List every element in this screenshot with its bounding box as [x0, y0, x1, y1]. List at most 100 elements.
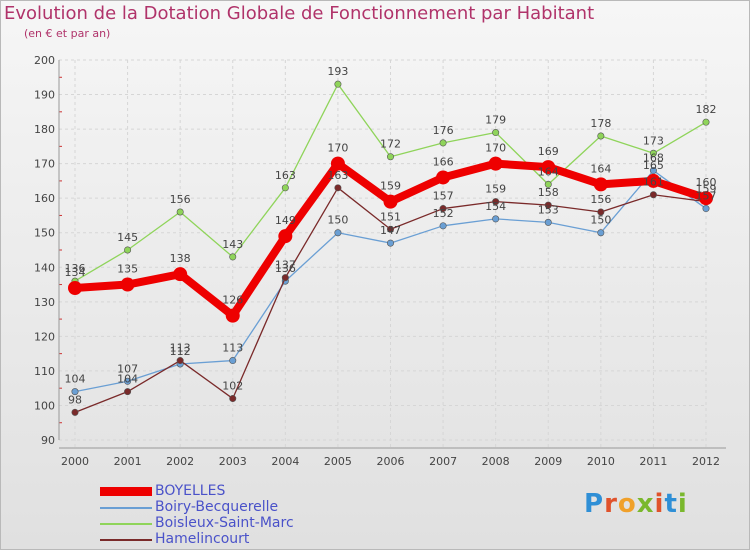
- y-tick-label: 150: [34, 227, 55, 240]
- data-point-hamelincourt: [229, 395, 237, 403]
- data-label: 152: [433, 207, 454, 220]
- y-tick-label: 200: [34, 54, 55, 67]
- data-point-hamelincourt: [544, 201, 552, 209]
- legend-swatch-boiry-becquerelle: [100, 507, 152, 509]
- data-point-boiry-becquerelle: [544, 218, 552, 226]
- data-label: 159: [485, 183, 506, 196]
- data-point-boyelles: [541, 160, 556, 175]
- data-point-boisleux-saint-marc: [386, 153, 394, 161]
- data-label: 147: [380, 224, 401, 237]
- data-label: 138: [170, 252, 191, 265]
- y-tick-label: 160: [34, 192, 55, 205]
- data-label: 170: [327, 142, 348, 155]
- data-label: 172: [380, 138, 401, 151]
- data-label: 160: [696, 176, 717, 189]
- legend-label: Boisleux-Saint-Marc: [155, 515, 294, 531]
- logo-letter: o: [617, 489, 637, 519]
- data-label: 178: [590, 117, 611, 130]
- data-point-boiry-becquerelle: [597, 229, 605, 237]
- data-label: 165: [643, 159, 664, 172]
- data-label: 104: [117, 373, 138, 386]
- x-tick-label: 2003: [219, 455, 247, 468]
- x-tick-label: 2009: [534, 455, 562, 468]
- y-tick-label: 180: [34, 123, 55, 136]
- data-point-boisleux-saint-marc: [124, 246, 132, 254]
- data-point-boisleux-saint-marc: [334, 80, 342, 88]
- y-tick-label: 100: [34, 399, 55, 412]
- proxiti-logo: Proxiti: [584, 489, 688, 519]
- chart-title: Evolution de la Dotation Globale de Fonc…: [4, 3, 595, 24]
- data-point-boyelles: [593, 177, 608, 192]
- logo-letter: P: [584, 489, 605, 519]
- x-tick-label: 2007: [429, 455, 457, 468]
- data-label: 159: [696, 183, 717, 196]
- data-label: 153: [538, 203, 559, 216]
- logo-letter: i: [654, 489, 665, 519]
- data-label: 157: [433, 190, 454, 203]
- data-label: 137: [275, 259, 296, 272]
- data-label: 156: [590, 193, 611, 206]
- data-point-boisleux-saint-marc: [597, 132, 605, 140]
- data-point-boyelles: [699, 191, 713, 206]
- data-label: 151: [380, 210, 401, 223]
- data-label: 170: [485, 142, 506, 155]
- data-label: 150: [327, 214, 348, 227]
- data-label: 134: [65, 266, 86, 279]
- data-point-hamelincourt: [281, 274, 289, 282]
- data-point-boiry-becquerelle: [649, 167, 657, 175]
- data-label: 113: [222, 342, 243, 355]
- data-label: 135: [117, 263, 138, 276]
- data-label: 182: [696, 103, 717, 116]
- x-tick-label: 2008: [482, 455, 510, 468]
- data-label: 163: [327, 169, 348, 182]
- y-tick-label: 110: [34, 365, 55, 378]
- data-point-hamelincourt: [597, 208, 605, 216]
- data-point-hamelincourt: [334, 184, 342, 192]
- data-label: 98: [68, 393, 82, 406]
- x-tick-label: 2002: [166, 455, 194, 468]
- y-tick-label: 170: [34, 158, 55, 171]
- data-point-boiry-becquerelle: [334, 229, 342, 237]
- x-tick-label: 2000: [61, 455, 89, 468]
- data-label: 150: [590, 214, 611, 227]
- data-point-boiry-becquerelle: [71, 388, 79, 396]
- legend-label: Hamelincourt: [155, 531, 250, 547]
- data-label: 161: [643, 176, 664, 189]
- data-label: 102: [222, 380, 243, 393]
- data-point-hamelincourt: [176, 357, 184, 365]
- data-point-boiry-becquerelle: [124, 377, 132, 385]
- y-tick-label: 120: [34, 330, 55, 343]
- data-label: 156: [170, 193, 191, 206]
- legend-label: Boiry-Becquerelle: [155, 499, 279, 515]
- logo-letter: x: [636, 489, 655, 519]
- data-point-boisleux-saint-marc: [439, 139, 447, 147]
- data-point-boisleux-saint-marc: [176, 208, 184, 216]
- series-lines: [68, 80, 713, 416]
- data-label: 159: [380, 180, 401, 193]
- legend-label: BOYELLES: [155, 483, 226, 499]
- data-point-boyelles: [173, 267, 188, 282]
- data-label: 107: [117, 362, 138, 375]
- data-label: 149: [275, 214, 296, 227]
- data-label: 164: [590, 162, 611, 175]
- x-tick-label: 2005: [324, 455, 352, 468]
- data-point-boisleux-saint-marc: [492, 129, 500, 137]
- data-label: 164: [538, 165, 559, 178]
- data-label: 168: [643, 152, 664, 165]
- data-point-hamelincourt: [71, 408, 79, 416]
- data-point-boiry-becquerelle: [229, 357, 237, 365]
- legend-swatch-boyelles: [100, 487, 152, 496]
- logo-letter: r: [604, 489, 618, 519]
- y-tick-label: 90: [41, 434, 55, 447]
- data-point-boisleux-saint-marc: [544, 180, 552, 188]
- y-tick-label: 140: [34, 261, 55, 274]
- x-tick-label: 2006: [377, 455, 405, 468]
- data-point-boyelles: [488, 156, 503, 171]
- data-point-boisleux-saint-marc: [229, 253, 237, 261]
- data-label: 169: [538, 145, 559, 158]
- y-tick-label: 130: [34, 296, 55, 309]
- data-label: 136: [275, 262, 296, 275]
- x-tick-label: 2011: [639, 455, 667, 468]
